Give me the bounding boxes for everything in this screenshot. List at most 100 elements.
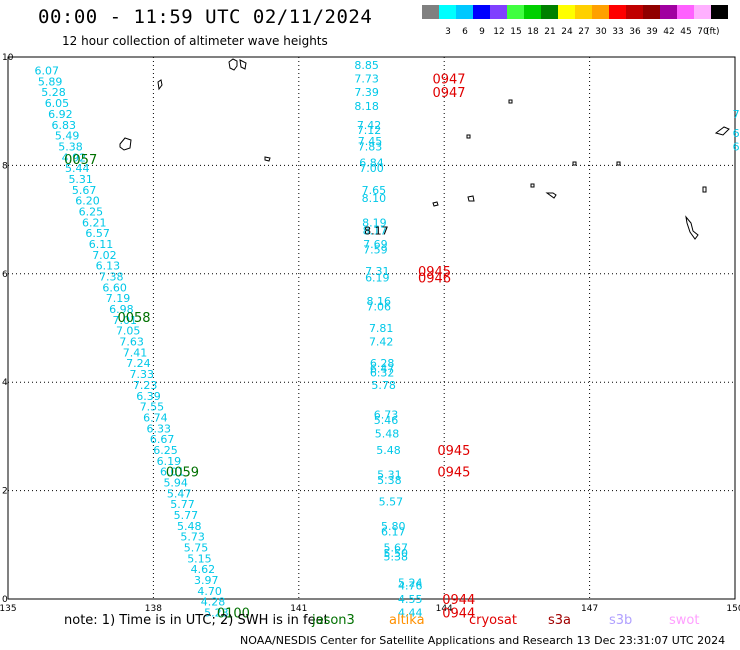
- lat-tick-label: 6: [2, 270, 8, 280]
- axis-tick-labels: 135 138 141 144 147 150 0 2 4 6 8 10: [0, 53, 740, 614]
- wave-height-value: 5.31: [377, 468, 402, 481]
- wave-height-value: 6.28: [370, 357, 395, 370]
- wave-height-value: 3.97: [194, 574, 219, 587]
- wave-height-value: 6.19: [157, 455, 182, 468]
- wave-height-value: 5.28: [41, 86, 66, 99]
- credit-line: NOAA/NESDIS Center for Satellite Applica…: [240, 634, 726, 647]
- wave-height-value: 4.55: [398, 593, 423, 606]
- wave-height-value: 6.73: [374, 409, 399, 422]
- legend-tick-label: 15: [510, 27, 522, 37]
- wave-height-value: 5.67: [72, 184, 97, 197]
- map-frame: [7, 56, 736, 600]
- island-outline: [466, 134, 471, 139]
- wave-height-value: 7.05: [116, 325, 141, 338]
- legend-swatch: [490, 5, 507, 19]
- wave-height-value: 7.81: [369, 322, 394, 335]
- wave-height-values: 6.075.895.286.056.926.835.495.384.925.44…: [35, 59, 740, 619]
- wave-height-value: 5.46: [374, 414, 399, 427]
- wave-height-value: 6.57: [85, 227, 110, 240]
- island-outline: [545, 192, 557, 199]
- pass-time-labels: 0057005800590100094709470945094609450945…: [64, 73, 475, 622]
- wave-height-value: 5.77: [170, 498, 195, 511]
- legend-swatch: [507, 5, 524, 19]
- wave-height-value: 7.31: [365, 265, 390, 278]
- wave-height-value: 8.19: [362, 216, 387, 229]
- wave-height-value: 4.92: [62, 151, 87, 164]
- legend-tick-label: 30: [595, 27, 607, 37]
- legend-unit: (ft): [706, 27, 720, 37]
- lat-tick-label: 2: [2, 487, 8, 497]
- wave-height-value: 5.57: [379, 495, 404, 508]
- legend-tick-label: 3: [445, 27, 451, 37]
- wave-height-value: 4.28: [201, 596, 226, 609]
- legend-tick-label: 9: [479, 27, 485, 37]
- wave-height-value: 5.50: [383, 547, 408, 560]
- wave-height-value: 6.07: [35, 65, 60, 78]
- legend-tick-label: 6: [462, 27, 468, 37]
- wave-height-value: 5.49: [55, 130, 80, 143]
- wave-height-value: 7.41: [123, 346, 148, 359]
- footer-note: note: 1) Time is in UTC; 2) SWH is in fe…: [64, 613, 329, 628]
- legend-swatch: [558, 5, 575, 19]
- wave-height-value: 7.65: [362, 184, 387, 197]
- wave-height-value: 6.33: [146, 422, 171, 435]
- island-outlines: [119, 58, 730, 240]
- legend-tick-label: 70: [697, 27, 709, 37]
- wave-height-value: 5.15: [187, 552, 212, 565]
- pass-time-label: 0947: [432, 73, 465, 88]
- wave-height-value: 8.85: [354, 59, 379, 72]
- legend-tick-label: 21: [544, 27, 556, 37]
- legend-swatch: [575, 5, 592, 19]
- wave-height-value: 7.: [733, 108, 740, 121]
- wave-height-value: 5.48: [376, 444, 401, 457]
- wave-height-value: 7.69: [363, 238, 388, 251]
- island-outline: [616, 161, 621, 166]
- wave-height-value: 6.05: [45, 97, 70, 110]
- wave-height-value: 7.01: [113, 314, 138, 327]
- wave-height-value: 7.33: [130, 368, 155, 381]
- wave-height-value: 6.84: [359, 157, 384, 170]
- wave-height-value: 7.23: [133, 379, 158, 392]
- wave-height-value: 5.31: [68, 173, 93, 186]
- legend-swatch: [626, 5, 643, 19]
- lat-tick-label: 10: [2, 53, 14, 63]
- legend-tick-label: 18: [527, 27, 539, 37]
- wave-height-value: 5.77: [174, 509, 199, 522]
- lat-tick-label: 0: [2, 595, 8, 605]
- wave-height-value: 5.89: [38, 75, 63, 88]
- lon-tick-label: 144: [436, 604, 453, 614]
- island-outline: [685, 215, 699, 240]
- pass-time-label: 0945: [437, 466, 470, 481]
- wave-height-value: 7.39: [354, 86, 379, 99]
- wave-height-value: 6.17: [381, 525, 406, 538]
- legend-swatch: [660, 5, 677, 19]
- wave-height-value: 5.80: [381, 520, 406, 533]
- wave-height-value: 4.70: [197, 585, 222, 598]
- legend-swatch: [422, 5, 439, 19]
- wave-height-value: 5.38: [383, 551, 408, 564]
- wave-height-value: 6.11: [89, 238, 114, 251]
- wave-height-value: 6.13: [96, 260, 121, 273]
- lat-tick-label: 8: [2, 161, 8, 171]
- wave-height-value: 6.74: [143, 411, 168, 424]
- pass-time-label: 0944: [442, 593, 475, 608]
- wave-height-value: 6: [733, 140, 740, 153]
- legend-swatch: [609, 5, 626, 19]
- wave-height-value: 7.55: [140, 401, 165, 414]
- island-outline: [467, 195, 475, 202]
- lat-tick-label: 4: [2, 378, 8, 388]
- legend-tick-label: 33: [612, 27, 624, 37]
- satellite-legend-item: s3a: [548, 613, 572, 628]
- wave-height-value: 7.02: [92, 249, 117, 262]
- satellite-legend-item: altika: [389, 613, 425, 628]
- wave-height-value: 6.25: [79, 205, 104, 218]
- pass-time-label: 0059: [166, 466, 199, 481]
- wave-height-value: 5.78: [371, 379, 396, 392]
- legend-tick-label: 24: [561, 27, 573, 37]
- wave-height-value: 8.17: [363, 224, 388, 237]
- pass-time-label: 0945: [437, 444, 470, 459]
- wave-height-value: 7.24: [126, 357, 151, 370]
- legend-tick-label: 36: [629, 27, 641, 37]
- lon-tick-label: 141: [290, 604, 307, 614]
- wave-height-value: 7.19: [106, 292, 131, 305]
